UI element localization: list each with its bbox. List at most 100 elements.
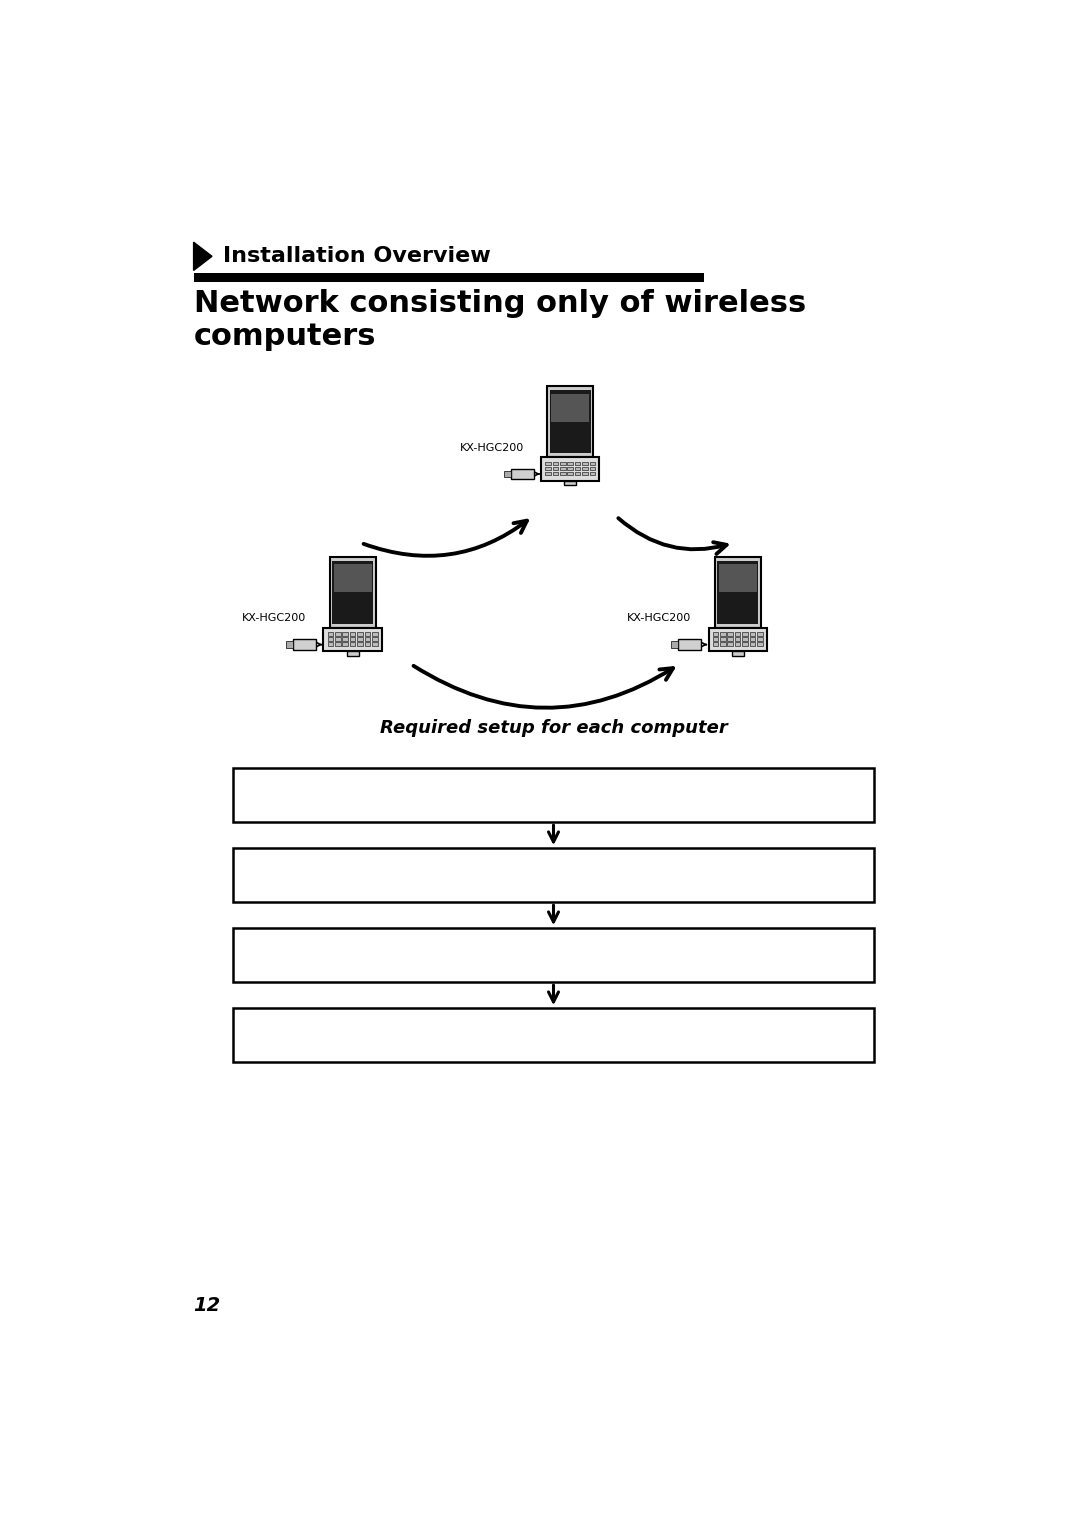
FancyBboxPatch shape: [373, 637, 378, 640]
FancyBboxPatch shape: [373, 642, 378, 646]
FancyBboxPatch shape: [553, 472, 558, 475]
FancyBboxPatch shape: [347, 651, 359, 656]
Text: KX-HGC200: KX-HGC200: [460, 443, 524, 452]
FancyBboxPatch shape: [575, 461, 580, 465]
FancyBboxPatch shape: [590, 466, 595, 471]
FancyBboxPatch shape: [717, 561, 758, 623]
Text: Installing the Network Manager (p. 38): Installing the Network Manager (p. 38): [387, 947, 720, 963]
FancyBboxPatch shape: [567, 466, 573, 471]
FancyBboxPatch shape: [734, 642, 741, 646]
FancyBboxPatch shape: [575, 472, 580, 475]
FancyBboxPatch shape: [757, 637, 762, 640]
FancyBboxPatch shape: [342, 637, 348, 640]
FancyBboxPatch shape: [233, 927, 874, 983]
FancyBboxPatch shape: [233, 769, 874, 822]
FancyBboxPatch shape: [678, 639, 702, 649]
FancyBboxPatch shape: [548, 387, 593, 457]
FancyBboxPatch shape: [713, 633, 718, 636]
FancyBboxPatch shape: [350, 633, 355, 636]
FancyBboxPatch shape: [561, 466, 566, 471]
FancyBboxPatch shape: [286, 642, 293, 648]
FancyBboxPatch shape: [582, 466, 588, 471]
FancyBboxPatch shape: [553, 461, 558, 465]
FancyBboxPatch shape: [720, 642, 726, 646]
FancyBboxPatch shape: [590, 461, 595, 465]
FancyBboxPatch shape: [750, 633, 755, 636]
FancyBboxPatch shape: [365, 642, 370, 646]
FancyBboxPatch shape: [567, 472, 573, 475]
FancyBboxPatch shape: [324, 628, 381, 651]
FancyBboxPatch shape: [550, 390, 591, 454]
Text: KX-HGC200: KX-HGC200: [242, 613, 307, 623]
FancyBboxPatch shape: [193, 274, 704, 283]
FancyBboxPatch shape: [333, 561, 373, 623]
FancyBboxPatch shape: [350, 642, 355, 646]
FancyBboxPatch shape: [545, 466, 551, 471]
FancyBboxPatch shape: [561, 461, 566, 465]
FancyBboxPatch shape: [342, 633, 348, 636]
Text: Required setup for each computer: Required setup for each computer: [380, 718, 727, 736]
FancyBboxPatch shape: [757, 642, 762, 646]
FancyBboxPatch shape: [545, 461, 551, 465]
FancyBboxPatch shape: [334, 564, 372, 593]
FancyBboxPatch shape: [708, 628, 767, 651]
FancyBboxPatch shape: [757, 633, 762, 636]
FancyBboxPatch shape: [327, 637, 333, 640]
FancyBboxPatch shape: [728, 637, 733, 640]
Text: Installing the device driver (p. 29): Installing the device driver (p. 29): [407, 868, 700, 883]
FancyBboxPatch shape: [567, 461, 573, 465]
FancyBboxPatch shape: [728, 642, 733, 646]
FancyBboxPatch shape: [335, 633, 340, 636]
FancyBboxPatch shape: [742, 637, 747, 640]
FancyBboxPatch shape: [734, 633, 741, 636]
FancyBboxPatch shape: [373, 633, 378, 636]
FancyBboxPatch shape: [293, 639, 316, 649]
FancyBboxPatch shape: [590, 472, 595, 475]
Text: Setting an IP address (p. 46): Setting an IP address (p. 46): [430, 1028, 677, 1042]
FancyBboxPatch shape: [575, 466, 580, 471]
FancyBboxPatch shape: [742, 642, 747, 646]
FancyBboxPatch shape: [728, 633, 733, 636]
FancyBboxPatch shape: [564, 481, 577, 486]
FancyBboxPatch shape: [734, 637, 741, 640]
FancyBboxPatch shape: [365, 637, 370, 640]
FancyBboxPatch shape: [233, 1008, 874, 1062]
FancyBboxPatch shape: [582, 472, 588, 475]
FancyBboxPatch shape: [357, 637, 363, 640]
Text: Installation Overview: Installation Overview: [222, 246, 490, 266]
FancyBboxPatch shape: [545, 472, 551, 475]
FancyBboxPatch shape: [720, 633, 726, 636]
FancyBboxPatch shape: [365, 633, 370, 636]
Text: Inserting the KX-HGC200 into a computer (p. 27): Inserting the KX-HGC200 into a computer …: [345, 787, 762, 802]
FancyBboxPatch shape: [553, 466, 558, 471]
FancyBboxPatch shape: [327, 642, 333, 646]
FancyBboxPatch shape: [335, 642, 340, 646]
Text: computers: computers: [193, 322, 376, 351]
FancyBboxPatch shape: [329, 558, 376, 628]
FancyBboxPatch shape: [504, 471, 511, 477]
FancyBboxPatch shape: [335, 637, 340, 640]
FancyBboxPatch shape: [511, 469, 535, 480]
Polygon shape: [193, 241, 212, 270]
Text: KX-HGC200: KX-HGC200: [627, 613, 691, 623]
FancyBboxPatch shape: [350, 637, 355, 640]
Text: Network consisting only of wireless: Network consisting only of wireless: [193, 289, 806, 318]
FancyBboxPatch shape: [233, 848, 874, 902]
FancyBboxPatch shape: [541, 457, 599, 481]
FancyBboxPatch shape: [582, 461, 588, 465]
FancyBboxPatch shape: [731, 651, 744, 656]
FancyBboxPatch shape: [327, 633, 333, 636]
FancyBboxPatch shape: [551, 394, 590, 422]
FancyBboxPatch shape: [742, 633, 747, 636]
Text: 12: 12: [193, 1296, 220, 1316]
FancyBboxPatch shape: [713, 642, 718, 646]
FancyBboxPatch shape: [357, 642, 363, 646]
FancyBboxPatch shape: [357, 633, 363, 636]
FancyBboxPatch shape: [750, 642, 755, 646]
FancyBboxPatch shape: [750, 637, 755, 640]
FancyBboxPatch shape: [561, 472, 566, 475]
FancyBboxPatch shape: [713, 637, 718, 640]
FancyBboxPatch shape: [342, 642, 348, 646]
FancyBboxPatch shape: [672, 642, 678, 648]
FancyBboxPatch shape: [715, 558, 760, 628]
